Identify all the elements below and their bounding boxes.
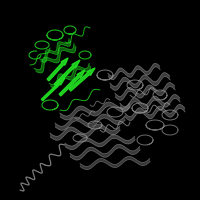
Polygon shape xyxy=(115,83,175,100)
Polygon shape xyxy=(47,58,68,81)
Polygon shape xyxy=(59,70,85,96)
Polygon shape xyxy=(125,104,185,121)
Polygon shape xyxy=(120,94,180,111)
Polygon shape xyxy=(108,63,160,80)
Polygon shape xyxy=(55,114,125,130)
Polygon shape xyxy=(110,73,170,90)
Polygon shape xyxy=(70,144,140,160)
Polygon shape xyxy=(80,156,150,170)
Polygon shape xyxy=(49,63,91,88)
Polygon shape xyxy=(41,78,65,101)
Polygon shape xyxy=(69,68,95,91)
Polygon shape xyxy=(39,39,71,62)
Polygon shape xyxy=(34,43,76,73)
Polygon shape xyxy=(65,135,135,150)
Polygon shape xyxy=(50,124,120,140)
Polygon shape xyxy=(60,102,130,120)
Polygon shape xyxy=(54,60,80,86)
